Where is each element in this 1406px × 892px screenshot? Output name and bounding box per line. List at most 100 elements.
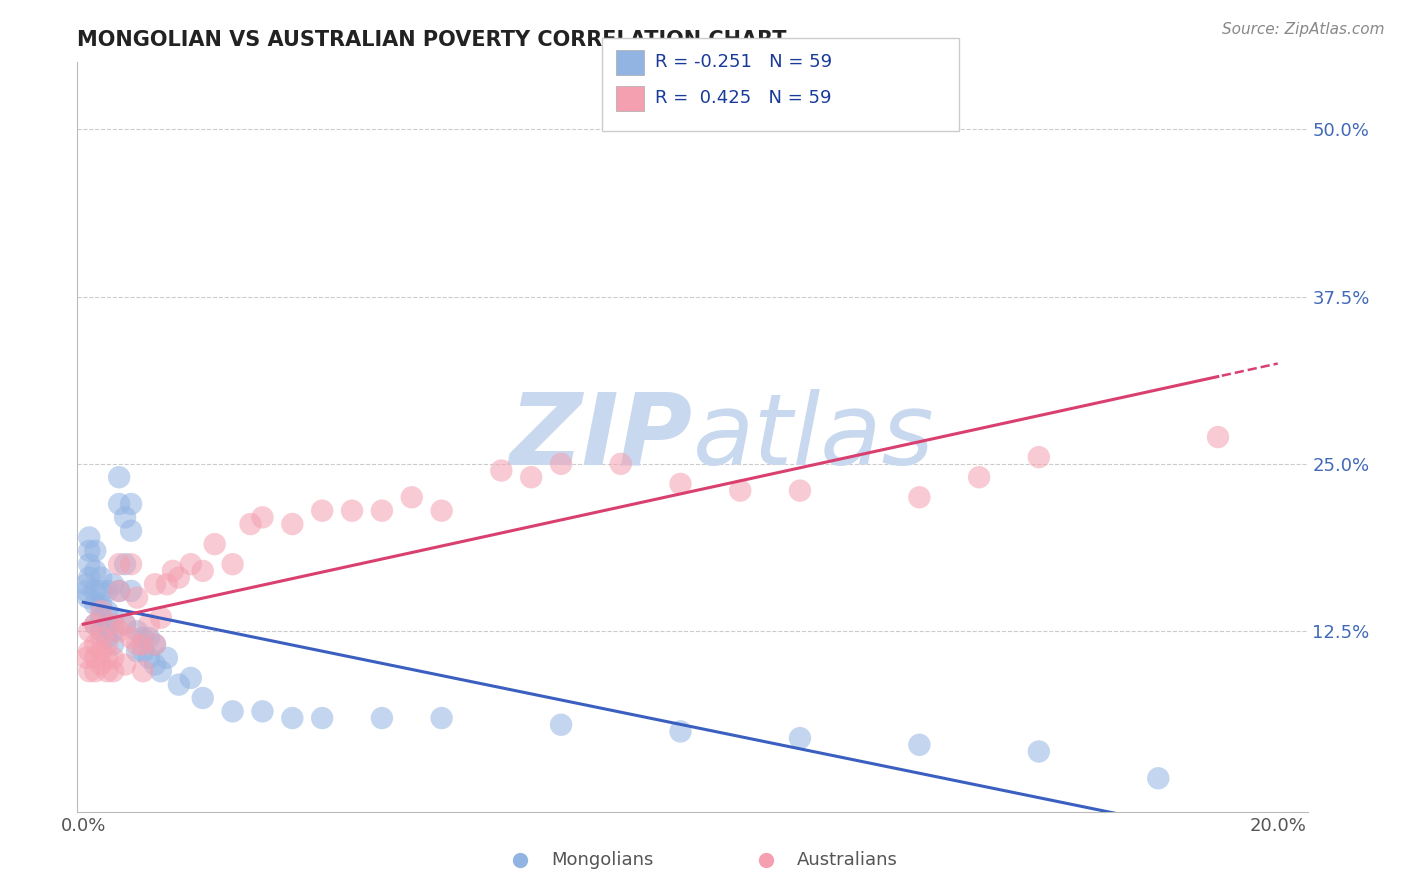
Point: [789, 731, 811, 746]
Point: [120, 524, 142, 538]
Point: [75, 584, 97, 599]
Point: [1147, 771, 1170, 786]
Point: [340, 503, 363, 517]
Point: [77, 591, 100, 605]
Point: [84, 544, 107, 558]
Point: [125, 624, 148, 639]
Point: [96, 651, 118, 665]
Point: [101, 624, 124, 639]
Point: [84, 651, 107, 665]
Text: ZIP: ZIP: [509, 389, 693, 485]
Point: [77, 664, 100, 679]
Point: [156, 577, 179, 591]
Point: [96, 664, 118, 679]
Point: [77, 530, 100, 544]
Point: [728, 483, 751, 498]
Point: [138, 651, 160, 665]
Point: [77, 557, 100, 572]
Point: [120, 497, 142, 511]
Point: [75, 651, 97, 665]
Point: [84, 637, 107, 651]
Point: [90, 571, 112, 585]
Point: [167, 678, 190, 692]
Point: [114, 617, 136, 632]
Point: [191, 691, 214, 706]
Point: [101, 651, 124, 665]
Text: MONGOLIAN VS AUSTRALIAN POVERTY CORRELATION CHART: MONGOLIAN VS AUSTRALIAN POVERTY CORRELAT…: [77, 29, 787, 50]
Point: [125, 591, 148, 605]
Point: [101, 577, 124, 591]
Point: [550, 717, 572, 731]
Point: [143, 657, 166, 672]
Point: [669, 476, 692, 491]
Point: [311, 503, 333, 517]
Point: [180, 557, 202, 572]
Point: [132, 637, 155, 651]
Point: [239, 517, 262, 532]
Point: [90, 657, 112, 672]
Point: [96, 604, 118, 618]
Point: [132, 631, 155, 645]
Point: [132, 644, 155, 658]
Point: [610, 457, 633, 471]
Point: [114, 557, 136, 572]
Point: [669, 724, 692, 739]
Text: R = -0.251   N = 59: R = -0.251 N = 59: [655, 54, 832, 71]
Point: [550, 457, 572, 471]
Point: [90, 644, 112, 658]
Text: Source: ZipAtlas.com: Source: ZipAtlas.com: [1222, 22, 1385, 37]
Point: [90, 584, 112, 599]
Point: [84, 617, 107, 632]
Point: [90, 624, 112, 639]
Point: [108, 624, 131, 639]
Point: [371, 503, 394, 517]
Point: [143, 577, 166, 591]
Point: [84, 564, 107, 578]
Text: Mongolians: Mongolians: [551, 852, 654, 870]
Point: [149, 664, 172, 679]
Point: [120, 631, 142, 645]
Point: [96, 637, 118, 651]
Point: [491, 464, 513, 478]
Point: [281, 517, 304, 532]
Point: [96, 631, 118, 645]
Point: [138, 617, 160, 632]
Point: [149, 611, 172, 625]
Point: [204, 537, 226, 551]
Point: [132, 664, 155, 679]
Point: [1206, 430, 1229, 444]
Point: [77, 644, 100, 658]
Point: [84, 598, 107, 612]
Point: [120, 584, 142, 599]
Point: [143, 637, 166, 651]
Point: [143, 637, 166, 651]
Point: [101, 617, 124, 632]
Point: [84, 584, 107, 599]
Point: [138, 631, 160, 645]
Point: [96, 584, 118, 599]
Point: [371, 711, 394, 725]
Point: [156, 651, 179, 665]
Point: [90, 631, 112, 645]
Point: [90, 598, 112, 612]
Point: [180, 671, 202, 685]
Point: [167, 571, 190, 585]
Point: [1028, 744, 1050, 758]
Point: [101, 664, 124, 679]
Point: [311, 711, 333, 725]
Point: [90, 611, 112, 625]
Point: [75, 577, 97, 591]
Text: atlas: atlas: [693, 389, 934, 485]
Point: [90, 604, 112, 618]
Point: [108, 497, 131, 511]
Point: [77, 571, 100, 585]
Point: [101, 611, 124, 625]
Point: [520, 470, 543, 484]
Point: [789, 483, 811, 498]
Point: [77, 544, 100, 558]
Point: [221, 557, 243, 572]
Point: [114, 510, 136, 524]
Point: [1028, 450, 1050, 465]
Point: [430, 503, 453, 517]
Point: [281, 711, 304, 725]
